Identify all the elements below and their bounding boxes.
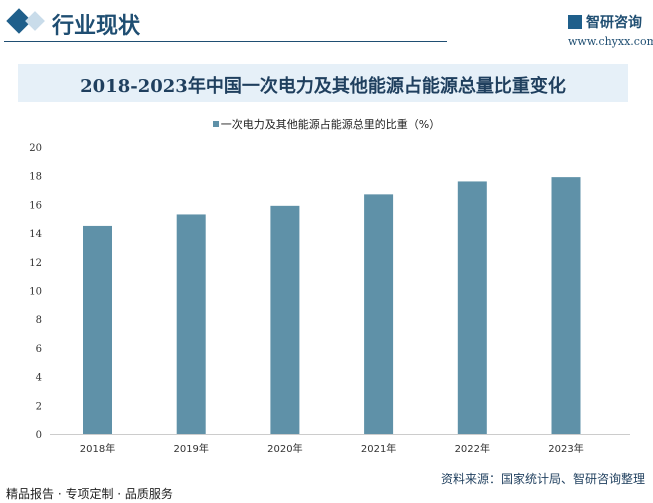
chart-title: 2018-2023年中国一次电力及其他能源占能源总量比重变化 (80, 76, 566, 97)
bar (457, 181, 487, 434)
chart-legend: 一次电力及其他能源占能源总里的比重（%） (0, 116, 653, 132)
bar (551, 177, 581, 434)
brand-logo: 智研咨询 (568, 12, 642, 32)
x-tick-label: 2021年 (361, 442, 396, 455)
y-tick-label: 4 (36, 373, 42, 384)
brand-url: www.chyxx.com (568, 35, 653, 48)
y-tick-label: 0 (36, 430, 42, 441)
x-tick-label: 2019年 (173, 442, 208, 455)
footer-source: 资料来源：国家统计局、智研咨询整理 (440, 472, 645, 486)
chart-title-box: 2018-2023年中国一次电力及其他能源占能源总量比重变化 (18, 64, 628, 102)
legend-label: 一次电力及其他能源占能源总里的比重（%） (220, 118, 441, 131)
footer-tagline: 精品报告 · 专项定制 · 品质服务 (6, 487, 173, 501)
header-divider (4, 41, 447, 42)
y-tick-label: 6 (36, 344, 42, 355)
x-tick-label: 2023年 (548, 442, 583, 455)
y-tick-label: 8 (36, 315, 42, 326)
bar (270, 205, 300, 434)
bar (176, 214, 206, 434)
y-tick-label: 18 (29, 172, 42, 183)
logo-text: 智研咨询 (586, 15, 642, 31)
y-tick-label: 10 (29, 287, 42, 298)
y-tick-label: 12 (29, 258, 42, 269)
x-tick-label: 2018年 (80, 442, 115, 455)
bar (83, 225, 112, 434)
y-tick-label: 2 (36, 401, 42, 412)
logo-icon (568, 15, 582, 29)
section-title: 行业现状 (52, 14, 141, 39)
legend-swatch (212, 121, 219, 127)
y-tick-label: 16 (29, 200, 42, 211)
x-tick-label: 2022年 (455, 442, 490, 455)
y-tick-label: 20 (29, 143, 42, 154)
y-tick-label: 14 (29, 229, 42, 240)
bar (364, 194, 394, 434)
x-tick-label: 2020年 (267, 442, 302, 455)
